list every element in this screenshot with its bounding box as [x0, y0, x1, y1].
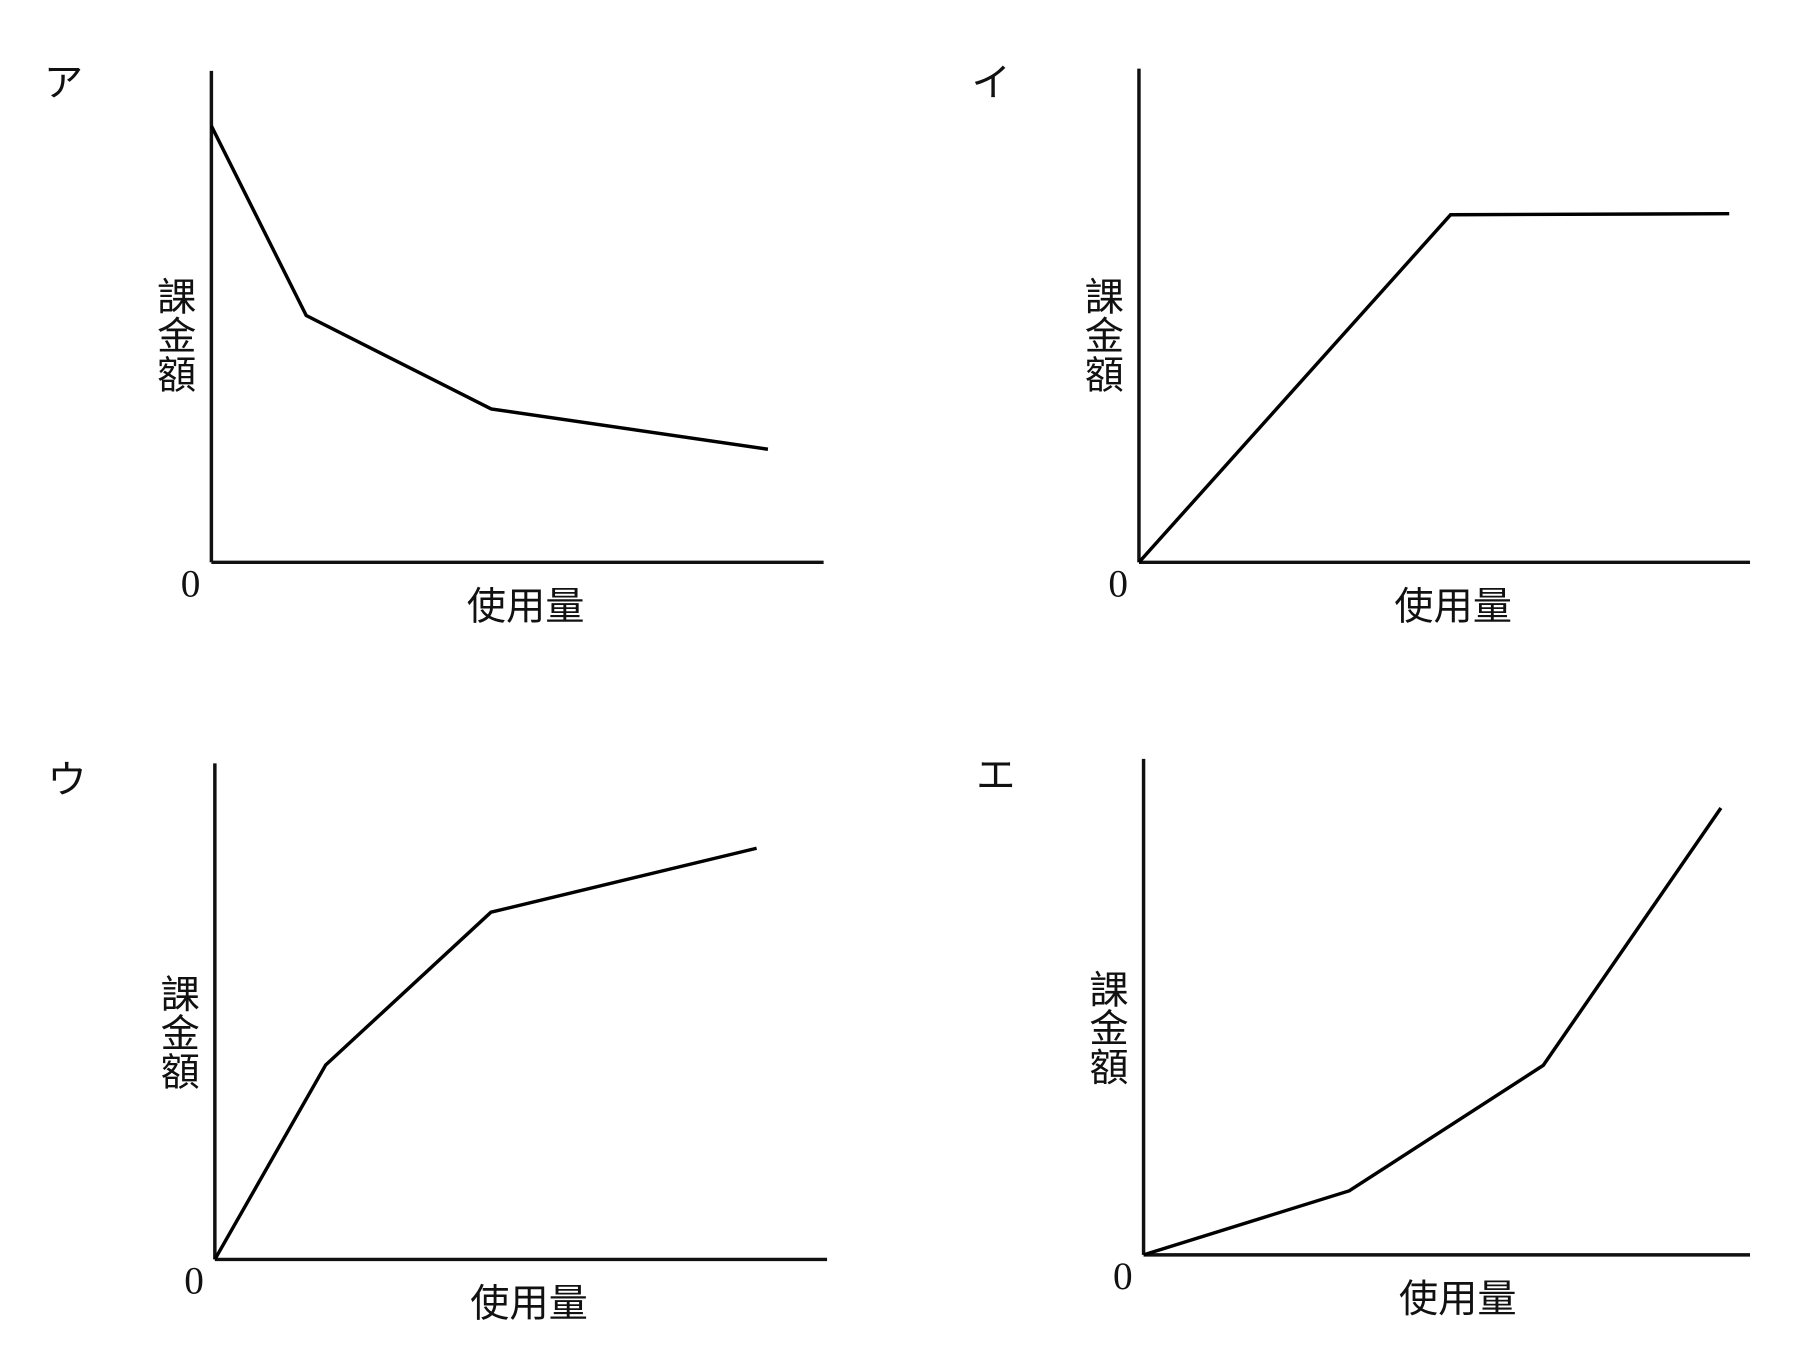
data-line [1137, 212, 1730, 564]
data-line [1143, 807, 1723, 1257]
x-axis-label: 使用量 [1399, 1278, 1517, 1321]
y-axis-label: 課金額 [1079, 277, 1123, 394]
panel-label: イ [971, 62, 1010, 105]
y-axis-label: 課金額 [152, 277, 196, 394]
y-tick-label: 0 [184, 1260, 204, 1303]
panel-label: ウ [47, 759, 86, 802]
y-axis-label: 課金額 [1084, 969, 1128, 1086]
y-axis-label: 課金額 [155, 974, 199, 1091]
x-axis-label: 使用量 [1394, 586, 1512, 629]
y-tick-label: 0 [181, 563, 201, 606]
data-line [209, 125, 769, 451]
panel-label: ア [44, 62, 83, 105]
data-line [213, 846, 758, 1261]
y-tick-label: 0 [1108, 563, 1128, 606]
panel-label: エ [976, 755, 1015, 798]
x-axis-label: 使用量 [467, 586, 585, 629]
x-axis-label: 使用量 [470, 1283, 588, 1326]
y-tick-label: 0 [1113, 1255, 1133, 1298]
